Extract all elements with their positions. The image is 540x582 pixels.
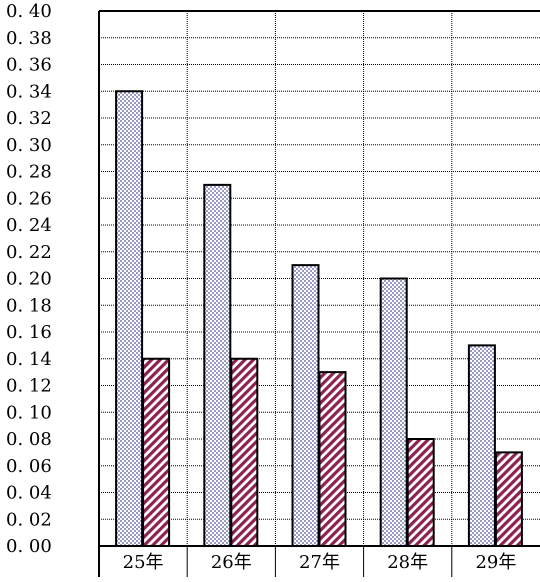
y-tick-label: 0. 18 xyxy=(6,295,52,316)
bar-series-2-25年 xyxy=(142,357,171,547)
y-tick-label: 0. 26 xyxy=(6,188,52,209)
y-tick-label: 0. 40 xyxy=(6,1,52,22)
x-tick-label: 26年 xyxy=(211,552,252,573)
y-tick-label: 0. 28 xyxy=(6,162,52,183)
y-tick-label: 0. 34 xyxy=(6,81,52,102)
y-tick-label: 0. 20 xyxy=(6,269,52,290)
y-tick-label: 0. 06 xyxy=(6,456,52,477)
bar-series-2-27年 xyxy=(318,371,347,547)
y-tick-label: 0. 24 xyxy=(6,215,52,236)
bar-series-1-29年 xyxy=(467,344,496,547)
y-tick-label: 0. 32 xyxy=(6,108,52,129)
x-tick-label: 29年 xyxy=(475,552,516,573)
x-tick-label: 28年 xyxy=(387,552,428,573)
x-tick-label: 27年 xyxy=(299,552,340,573)
bar-series-2-29年 xyxy=(494,451,523,547)
bar-series-1-26年 xyxy=(203,183,232,547)
x-tick-labels: 25年 26年 27年 28年 29年 xyxy=(123,552,517,573)
y-tick-label: 0. 10 xyxy=(6,402,52,423)
y-tick-label: 0. 04 xyxy=(6,483,52,504)
bar-series-1-27年 xyxy=(291,264,320,547)
bar-series-2-26年 xyxy=(230,357,259,547)
y-tick-label: 0. 16 xyxy=(6,322,52,343)
y-tick-label: 0. 12 xyxy=(6,376,52,397)
x-tick-label: 25年 xyxy=(123,552,164,573)
y-tick-label: 0. 08 xyxy=(6,429,52,450)
y-tick-label: 0. 14 xyxy=(6,349,52,370)
y-tick-label: 0. 38 xyxy=(6,28,52,49)
y-tick-label: 0. 02 xyxy=(6,509,52,530)
bar-series-1-28年 xyxy=(379,277,408,547)
bar-series-2-28年 xyxy=(406,438,435,547)
y-tick-label: 0. 22 xyxy=(6,242,52,263)
y-tick-labels: 0. 00 0. 02 0. 04 0. 06 0. 08 0. 10 0. 12 0. 14… xyxy=(6,1,52,557)
bars xyxy=(115,90,523,547)
bar-series-1-25年 xyxy=(115,90,144,547)
y-tick-label: 0. 30 xyxy=(6,135,52,156)
axes xyxy=(98,10,540,577)
y-tick-label: 0. 36 xyxy=(6,55,52,76)
y-tick-label: 0. 00 xyxy=(6,536,52,557)
